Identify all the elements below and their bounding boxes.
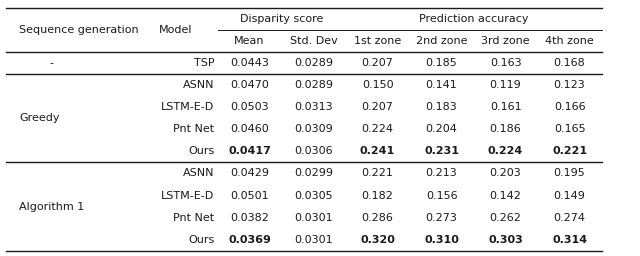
Text: 0.186: 0.186 — [490, 124, 522, 134]
Text: 0.119: 0.119 — [490, 80, 522, 90]
Text: 0.0382: 0.0382 — [230, 213, 269, 223]
Text: 0.224: 0.224 — [362, 124, 394, 134]
Text: -: - — [49, 58, 53, 68]
Text: ASNN: ASNN — [183, 168, 214, 178]
Text: Algorithm 1: Algorithm 1 — [19, 202, 84, 212]
Text: 0.0305: 0.0305 — [294, 191, 333, 201]
Text: 0.303: 0.303 — [488, 235, 523, 245]
Text: 3rd zone: 3rd zone — [481, 36, 530, 46]
Text: 0.168: 0.168 — [554, 58, 586, 68]
Text: 0.286: 0.286 — [362, 213, 394, 223]
Text: Prediction accuracy: Prediction accuracy — [419, 14, 529, 24]
Text: 0.195: 0.195 — [554, 168, 586, 178]
Text: 0.150: 0.150 — [362, 80, 394, 90]
Text: Pnt Net: Pnt Net — [173, 213, 214, 223]
Text: 0.0306: 0.0306 — [294, 146, 333, 156]
Text: 0.166: 0.166 — [554, 102, 586, 112]
Text: 0.0289: 0.0289 — [294, 58, 333, 68]
Text: 0.221: 0.221 — [362, 168, 394, 178]
Text: 0.221: 0.221 — [552, 146, 587, 156]
Text: 0.156: 0.156 — [426, 191, 458, 201]
Text: 0.0299: 0.0299 — [294, 168, 333, 178]
Text: 0.0501: 0.0501 — [230, 191, 269, 201]
Text: 1st zone: 1st zone — [354, 36, 401, 46]
Text: 4th zone: 4th zone — [545, 36, 594, 46]
Text: Greedy: Greedy — [19, 113, 60, 123]
Text: 0.207: 0.207 — [362, 58, 394, 68]
Text: 0.314: 0.314 — [552, 235, 587, 245]
Text: 0.0289: 0.0289 — [294, 80, 333, 90]
Text: Sequence generation: Sequence generation — [19, 25, 139, 35]
Text: 0.0460: 0.0460 — [230, 124, 269, 134]
Text: TSP: TSP — [194, 58, 214, 68]
Text: 0.185: 0.185 — [426, 58, 458, 68]
Text: 0.163: 0.163 — [490, 58, 522, 68]
Text: Mean: Mean — [234, 36, 265, 46]
Text: 0.0309: 0.0309 — [294, 124, 333, 134]
Text: 0.207: 0.207 — [362, 102, 394, 112]
Text: 0.141: 0.141 — [426, 80, 458, 90]
Text: 0.182: 0.182 — [362, 191, 394, 201]
Text: 0.0301: 0.0301 — [294, 235, 333, 245]
Text: LSTM-E-D: LSTM-E-D — [161, 191, 214, 201]
Text: 0.0313: 0.0313 — [294, 102, 333, 112]
Text: ASNN: ASNN — [183, 80, 214, 90]
Text: Std. Dev: Std. Dev — [290, 36, 337, 46]
Text: 0.320: 0.320 — [360, 235, 395, 245]
Text: 0.0429: 0.0429 — [230, 168, 269, 178]
Text: Model: Model — [159, 25, 193, 35]
Text: Ours: Ours — [188, 146, 214, 156]
Text: 0.0369: 0.0369 — [228, 235, 271, 245]
Text: 0.183: 0.183 — [426, 102, 458, 112]
Text: 0.123: 0.123 — [554, 80, 586, 90]
Text: 0.310: 0.310 — [424, 235, 459, 245]
Text: 0.0417: 0.0417 — [228, 146, 271, 156]
Text: 0.204: 0.204 — [426, 124, 458, 134]
Text: 0.262: 0.262 — [490, 213, 522, 223]
Text: Pnt Net: Pnt Net — [173, 124, 214, 134]
Text: 0.165: 0.165 — [554, 124, 586, 134]
Text: 2nd zone: 2nd zone — [416, 36, 467, 46]
Text: 0.241: 0.241 — [360, 146, 396, 156]
Text: 0.0443: 0.0443 — [230, 58, 269, 68]
Text: 0.0470: 0.0470 — [230, 80, 269, 90]
Text: Disparity score: Disparity score — [240, 14, 323, 24]
Text: 0.0503: 0.0503 — [230, 102, 269, 112]
Text: 0.274: 0.274 — [554, 213, 586, 223]
Text: 0.213: 0.213 — [426, 168, 458, 178]
Text: 0.142: 0.142 — [490, 191, 522, 201]
Text: 0.149: 0.149 — [554, 191, 586, 201]
Text: LSTM-E-D: LSTM-E-D — [161, 102, 214, 112]
Text: 0.161: 0.161 — [490, 102, 522, 112]
Text: 0.224: 0.224 — [488, 146, 524, 156]
Text: 0.203: 0.203 — [490, 168, 522, 178]
Text: 0.0301: 0.0301 — [294, 213, 333, 223]
Text: 0.273: 0.273 — [426, 213, 458, 223]
Text: 0.231: 0.231 — [424, 146, 459, 156]
Text: Ours: Ours — [188, 235, 214, 245]
